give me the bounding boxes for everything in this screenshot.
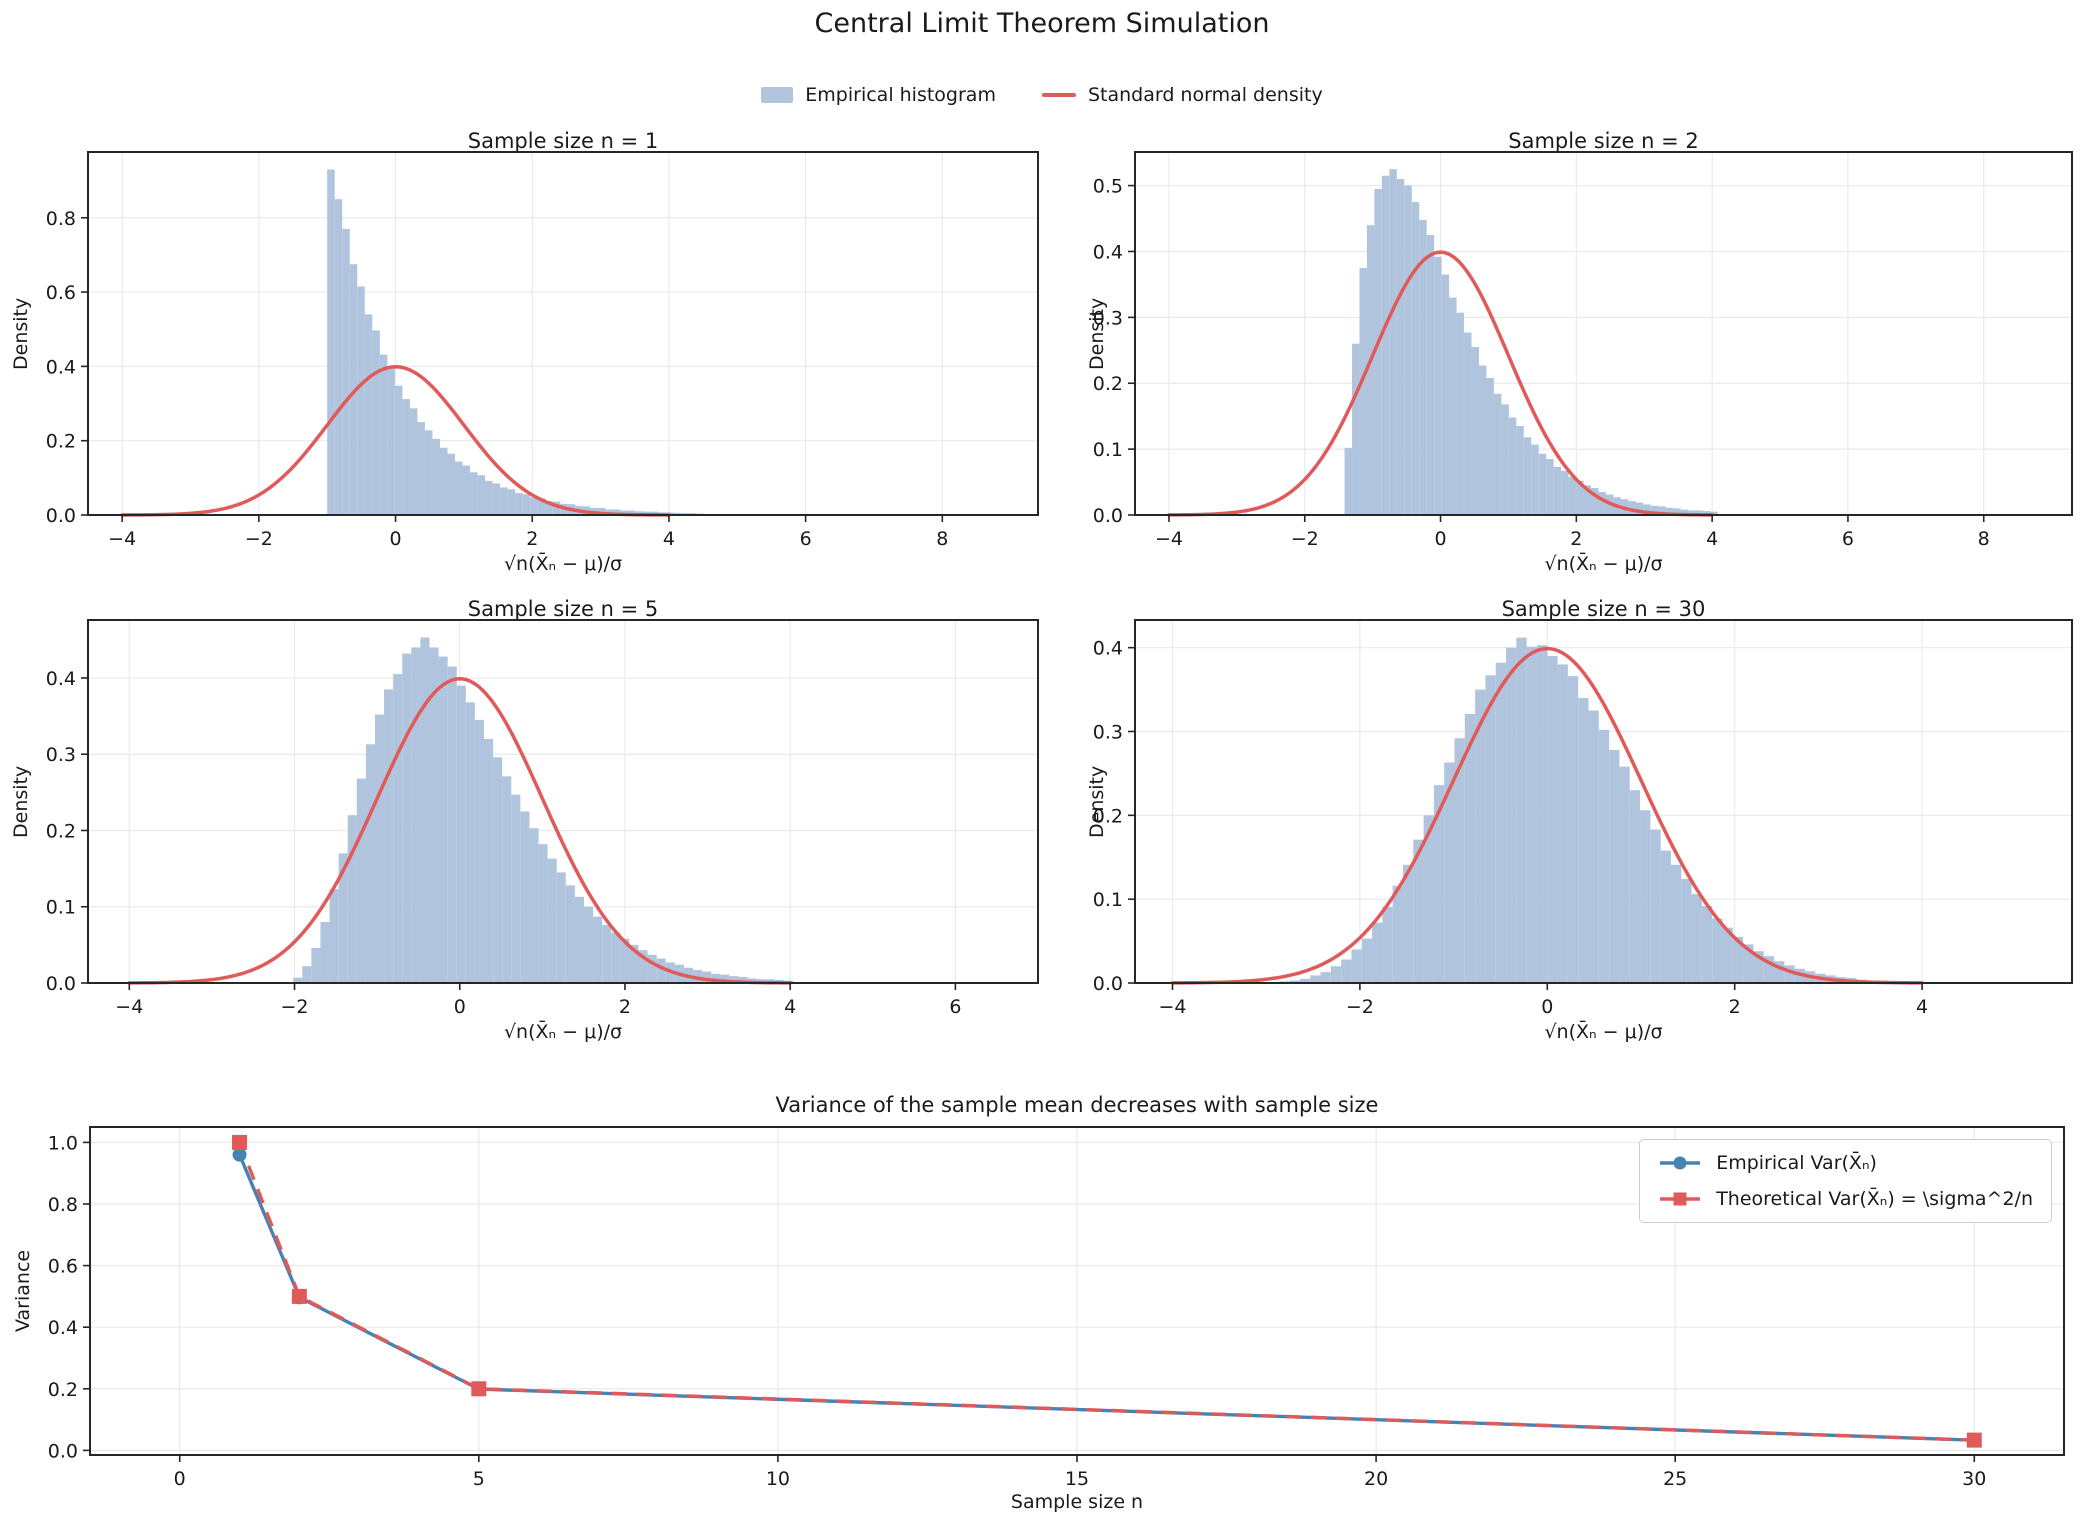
svg-text:20: 20: [1364, 1468, 1388, 1490]
x-axis-label: √n(X̄ₙ − μ)/σ: [1544, 553, 1663, 575]
legend-label: Empirical Var(X̄ₙ): [1716, 1152, 1877, 1174]
empirical-line-swatch-icon: [1660, 1156, 1701, 1170]
svg-text:4: 4: [1916, 996, 1928, 1018]
subplot-sample-size-1: Sample size n = 1 Density −4 −2 0 2 4 6 8 0.0 0.…: [0, 125, 1042, 593]
svg-text:0: 0: [1434, 528, 1446, 550]
normal-density-swatch-icon: [1041, 92, 1076, 98]
svg-text:0.6: 0.6: [46, 282, 76, 304]
svg-text:0: 0: [174, 1468, 186, 1490]
svg-text:0: 0: [454, 996, 466, 1018]
subplot-title: Variance of the sample mean decreases wi…: [775, 1093, 1379, 1117]
x-axis-label: √n(X̄ₙ − μ)/σ: [503, 1021, 623, 1043]
svg-text:0.8: 0.8: [48, 1194, 78, 1216]
svg-text:0: 0: [1541, 996, 1553, 1018]
subplot-title: Sample size n = 2: [1508, 129, 1699, 153]
x-axis-label: √n(X̄ₙ − μ)/σ: [1544, 1021, 1663, 1043]
figure-legend: Empirical histogram Standard normal dens…: [0, 84, 2084, 106]
subplot-sample-size-30: Sample size n = 30 Density −4 −2 0 2 4 0.0 0.1…: [1042, 593, 2084, 1061]
x-axis-label: Sample size n: [1010, 1491, 1144, 1513]
svg-text:0.8: 0.8: [46, 208, 76, 230]
svg-text:10: 10: [766, 1468, 790, 1490]
subplot-sample-size-5: Sample size n = 5 Density −4 −2 0 2 4 6 0.0 0.1…: [0, 593, 1042, 1061]
svg-text:0.0: 0.0: [48, 1440, 78, 1462]
subplot-variance: Variance of the sample mean decreases wi…: [0, 1085, 2084, 1535]
svg-text:0.0: 0.0: [1093, 505, 1123, 527]
svg-text:0.3: 0.3: [1093, 307, 1123, 329]
svg-text:5: 5: [473, 1468, 485, 1490]
svg-text:4: 4: [1706, 528, 1718, 550]
svg-text:6: 6: [949, 996, 961, 1018]
svg-text:0.2: 0.2: [46, 431, 76, 453]
legend-item-histogram: Empirical histogram: [761, 84, 996, 106]
svg-text:0.1: 0.1: [1093, 889, 1123, 911]
svg-text:0: 0: [390, 528, 402, 550]
x-axis-label: √n(X̄ₙ − μ)/σ: [503, 553, 623, 575]
svg-text:−4: −4: [1158, 996, 1186, 1018]
svg-text:0.4: 0.4: [1093, 241, 1123, 263]
legend-item-normal-density: Standard normal density: [1041, 84, 1323, 106]
subplot-sample-size-2: Sample size n = 2 Density −4 −2 0 2 4 6 8 0.0 0.…: [1042, 125, 2084, 593]
svg-text:0.2: 0.2: [48, 1379, 78, 1401]
svg-text:0.2: 0.2: [1093, 805, 1123, 827]
svg-text:−2: −2: [1291, 528, 1319, 550]
svg-text:0.2: 0.2: [46, 820, 76, 842]
svg-text:0.2: 0.2: [1093, 373, 1123, 395]
svg-text:4: 4: [663, 528, 675, 550]
svg-text:6: 6: [800, 528, 812, 550]
plot-area: −4 −2 0 2 4 0.0 0.1 0.2 0.3 0.4: [1093, 619, 2073, 1018]
svg-text:0.4: 0.4: [46, 356, 76, 378]
legend-item-theoretical-variance: Theoretical Var(X̄ₙ) = \sigma^2/n: [1658, 1188, 2033, 1210]
plot-area: −4 −2 0 2 4 6 0.0 0.1 0.2 0.3 0.4: [46, 619, 1039, 1018]
legend-label: Theoretical Var(X̄ₙ) = \sigma^2/n: [1716, 1188, 2033, 1210]
svg-text:4: 4: [784, 996, 796, 1018]
svg-text:0.0: 0.0: [46, 505, 76, 527]
svg-text:1.0: 1.0: [48, 1132, 78, 1154]
svg-text:0.6: 0.6: [48, 1256, 78, 1278]
svg-text:−2: −2: [281, 996, 309, 1018]
figure-title: Central Limit Theorem Simulation: [814, 8, 1270, 39]
svg-text:−4: −4: [115, 996, 143, 1018]
svg-text:15: 15: [1065, 1468, 1089, 1490]
svg-text:2: 2: [619, 996, 631, 1018]
svg-text:25: 25: [1663, 1468, 1687, 1490]
svg-text:2: 2: [526, 528, 538, 550]
subplot-title: Sample size n = 5: [467, 597, 659, 621]
plot-area: 0 5 10 15 20 25 30 0.0 0.2 0.4 0.6 0.8 1.0: [48, 1126, 2065, 1490]
legend-label: Standard normal density: [1087, 84, 1323, 106]
svg-text:8: 8: [1978, 528, 1990, 550]
svg-text:0.4: 0.4: [1093, 638, 1123, 660]
svg-text:2: 2: [1570, 528, 1582, 550]
svg-text:0.0: 0.0: [1093, 973, 1123, 995]
plot-area: −4 −2 0 2 4 6 8 0.0 0.1 0.2 0.3 0.4 0.5: [1093, 151, 2073, 550]
svg-text:0.3: 0.3: [1093, 721, 1123, 743]
svg-text:0.5: 0.5: [1093, 176, 1123, 198]
svg-text:0.4: 0.4: [48, 1317, 78, 1339]
legend-item-empirical-variance: Empirical Var(X̄ₙ): [1658, 1152, 2033, 1174]
subplot-title: Sample size n = 30: [1501, 597, 1706, 621]
svg-text:−4: −4: [1155, 528, 1183, 550]
plot-area: −4 −2 0 2 4 6 8 0.0 0.2 0.4 0.6 0.8: [46, 151, 1039, 550]
svg-text:30: 30: [1962, 1468, 1986, 1490]
svg-text:0.1: 0.1: [1093, 439, 1123, 461]
histogram-swatch-icon: [761, 87, 794, 103]
svg-text:0.4: 0.4: [46, 668, 76, 690]
svg-text:0.3: 0.3: [46, 744, 76, 766]
svg-text:−4: −4: [108, 528, 136, 550]
svg-text:0.0: 0.0: [46, 973, 76, 995]
svg-text:8: 8: [936, 528, 948, 550]
variance-legend: Empirical Var(X̄ₙ) Theoretical Var(X̄ₙ) …: [1639, 1139, 2052, 1223]
svg-text:−2: −2: [245, 528, 273, 550]
subplot-title: Sample size n = 1: [467, 129, 659, 153]
svg-text:0.1: 0.1: [46, 897, 76, 919]
svg-text:6: 6: [1842, 528, 1854, 550]
svg-text:−2: −2: [1346, 996, 1374, 1018]
svg-text:2: 2: [1729, 996, 1741, 1018]
theoretical-line-swatch-icon: [1660, 1192, 1701, 1206]
legend-label: Empirical histogram: [805, 84, 996, 106]
